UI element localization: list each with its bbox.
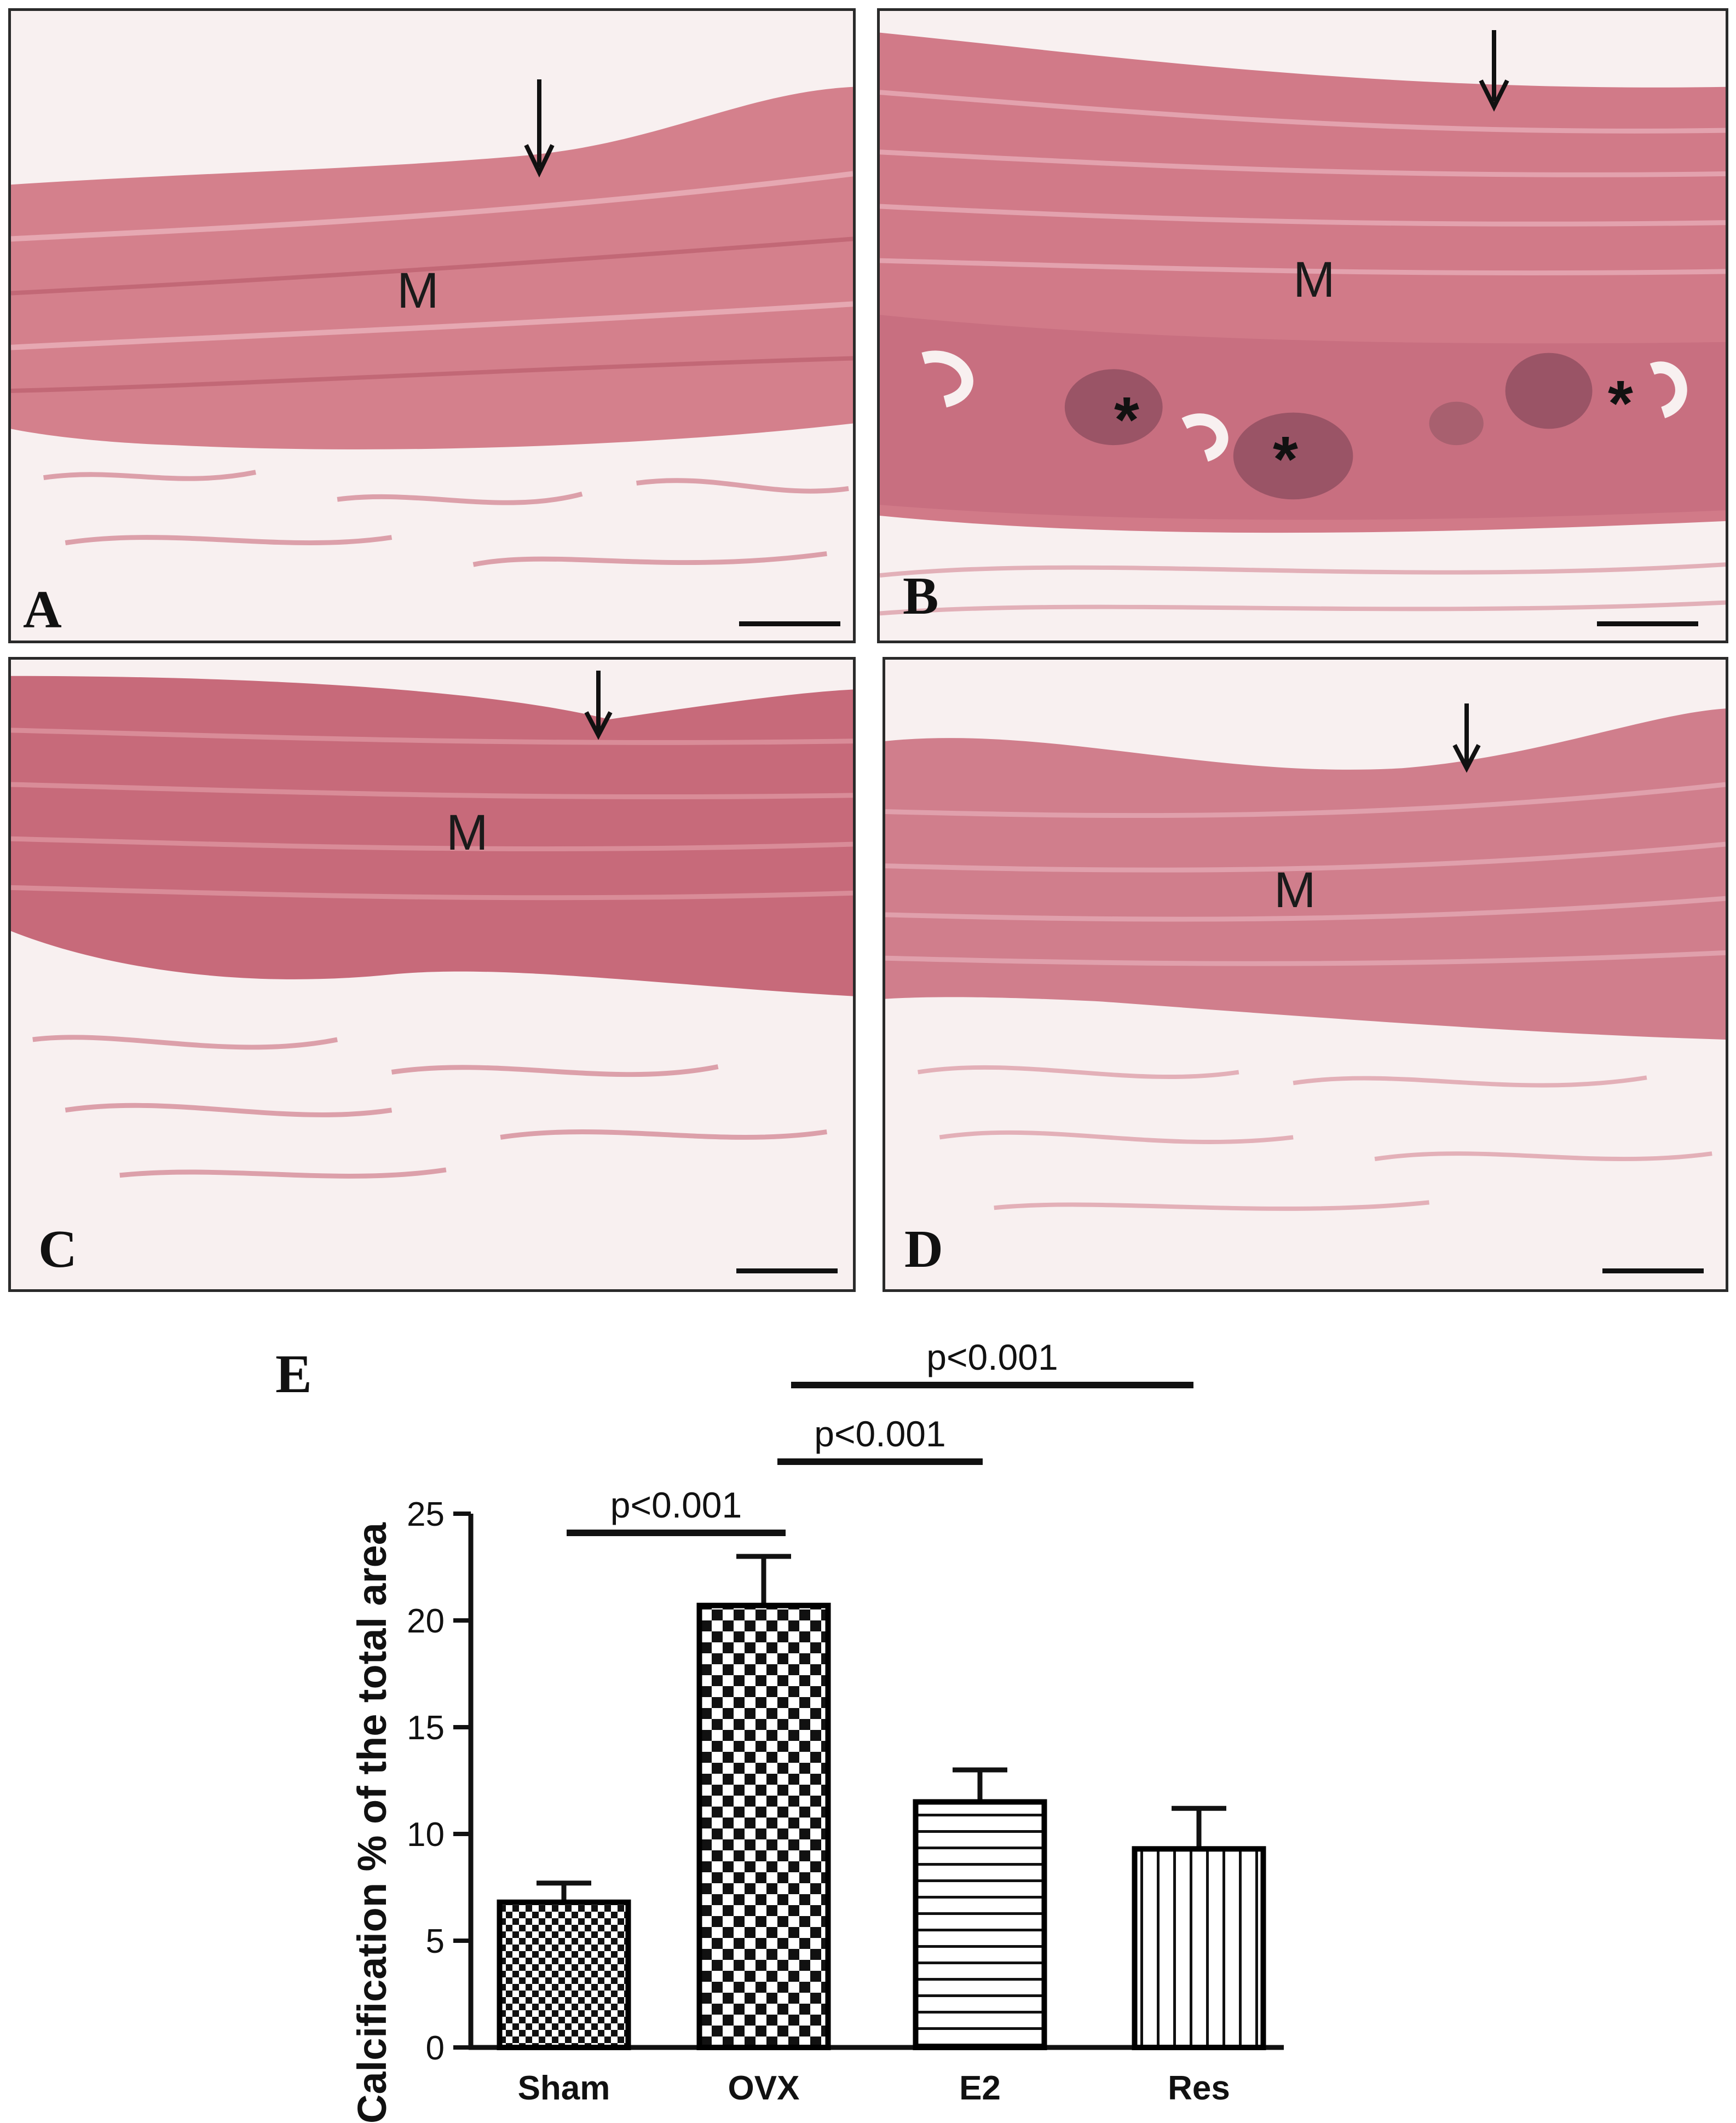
scale-bar-c (736, 1268, 838, 1273)
media-label-b: M (1293, 252, 1335, 308)
calcification-star-2: * (1273, 423, 1298, 495)
y-tick-label-5: 25 (407, 1496, 445, 1533)
x-tick-label-e2: E2 (959, 2069, 1001, 2107)
x-tick-label-ovx: OVX (728, 2069, 800, 2107)
arrow-icon-d (1452, 703, 1481, 773)
panel-letter-c: C (38, 1220, 77, 1279)
significance-brackets: p<0.001 p<0.001 p<0.001 (567, 1337, 1193, 1536)
tissue-image-c (11, 660, 853, 1289)
chart-bars: Sham OVX E2 Res (497, 1554, 1266, 2107)
micrograph-panel-a: M A (8, 8, 856, 643)
micrograph-panel-b: M * * * B (877, 8, 1728, 643)
significance-label-1: p<0.001 (814, 1414, 945, 1454)
panel-letter-e: E (275, 1343, 312, 1404)
x-tick-label-sham: Sham (518, 2069, 610, 2107)
media-label-c: M (446, 805, 488, 861)
bar-ovx (696, 1602, 831, 2050)
y-tick-label-0: 0 (426, 2029, 445, 2067)
media-label-a: M (397, 263, 439, 319)
media-label-d: M (1274, 862, 1316, 918)
arrow-icon-a (524, 79, 555, 178)
panel-letter-b: B (903, 567, 939, 626)
tissue-image-b (880, 11, 1726, 641)
scale-bar-d (1602, 1268, 1704, 1273)
scale-bar-b (1597, 621, 1698, 626)
micrograph-panel-c: M C (8, 657, 856, 1292)
calcification-star-3: * (1608, 367, 1633, 440)
y-axis-label: Calcification % of the total area (349, 1522, 395, 2123)
tissue-image-a (11, 11, 853, 641)
significance-label-0: p<0.001 (610, 1485, 742, 1525)
arrow-icon-c (584, 671, 613, 740)
panel-letter-a: A (23, 580, 62, 639)
bar-sham (497, 1899, 631, 2051)
y-tick-label-4: 20 (407, 1602, 445, 1640)
significance-label-2: p<0.001 (926, 1337, 1058, 1377)
bar-res (1132, 1846, 1266, 2051)
panel-letter-d: D (904, 1220, 943, 1279)
y-tick-label-2: 10 (407, 1816, 445, 1854)
tissue-image-d (885, 660, 1726, 1289)
calcification-star-1: * (1114, 384, 1139, 456)
micrograph-panel-d: M D (883, 657, 1728, 1292)
scale-bar-a (739, 621, 840, 626)
y-tick-label-3: 15 (407, 1709, 445, 1747)
arrow-icon-b (1479, 30, 1509, 112)
y-tick-label-1: 5 (426, 1923, 445, 1960)
x-tick-label-res: Res (1168, 2069, 1230, 2107)
bar-e2 (913, 1799, 1047, 2050)
